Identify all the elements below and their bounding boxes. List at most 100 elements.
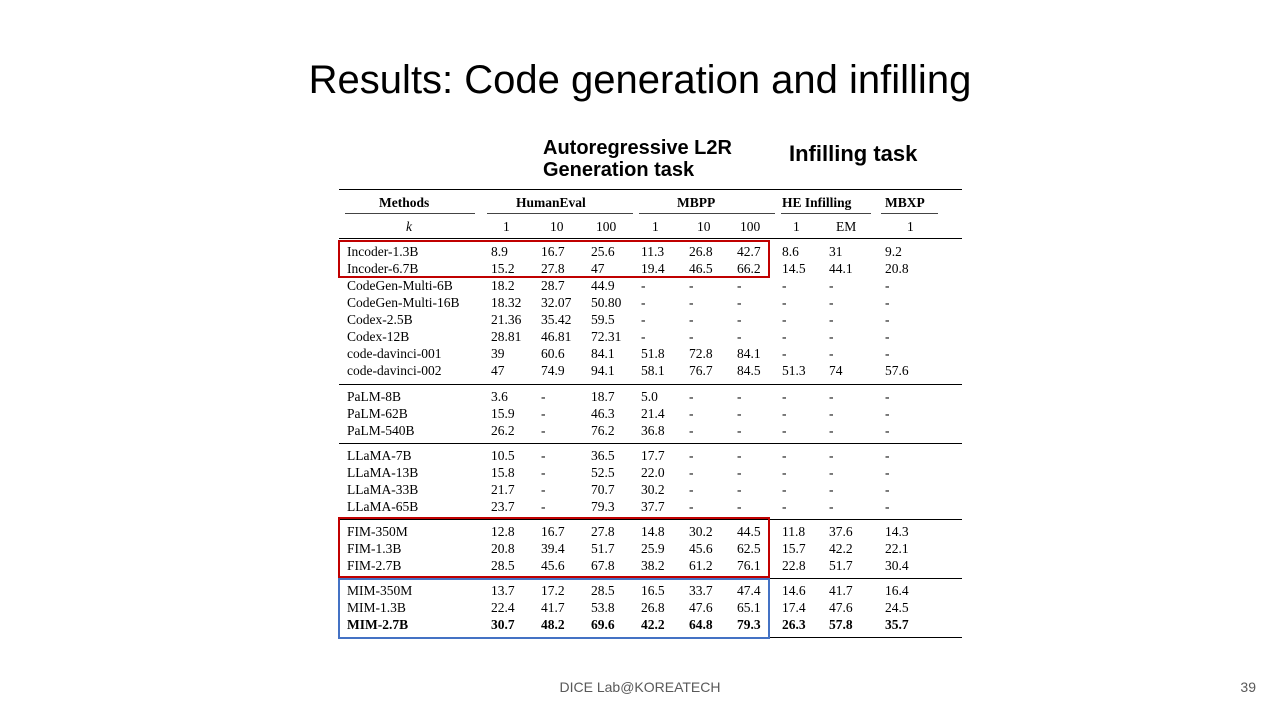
score-cell: 3.6 (491, 389, 508, 404)
score-cell: 8.6 (782, 244, 799, 259)
method-name: Codex-2.5B (347, 312, 413, 327)
score-cell: 51.8 (641, 346, 665, 361)
score-cell: 15.9 (491, 406, 515, 421)
method-name: LLaMA-13B (347, 465, 419, 480)
score-cell: - (829, 278, 834, 293)
method-name: MIM-2.7B (347, 617, 409, 632)
score-cell: 47 (591, 261, 605, 276)
method-name: FIM-2.7B (347, 558, 402, 573)
k-value: 100 (740, 219, 761, 234)
score-cell: 14.8 (641, 524, 665, 539)
score-cell: 25.9 (641, 541, 665, 556)
score-cell: - (782, 499, 787, 514)
method-name: LLaMA-7B (347, 448, 412, 463)
method-name: MIM-1.3B (347, 600, 406, 615)
score-cell: - (885, 448, 890, 463)
score-cell: 94.1 (591, 363, 615, 378)
slide-title: Results: Code generation and infilling (308, 58, 972, 102)
k-value: 10 (550, 219, 564, 234)
annotation-line-2: Generation task (543, 159, 695, 181)
method-name: MIM-350M (347, 583, 413, 598)
score-cell: 50.80 (591, 295, 622, 310)
score-cell: 15.2 (491, 261, 515, 276)
k-value: 1 (503, 219, 510, 234)
method-name: CodeGen-Multi-6B (347, 278, 453, 293)
incoder-highlight-box (338, 240, 770, 278)
score-cell: 79.3 (591, 499, 615, 514)
score-cell: 76.7 (689, 363, 713, 378)
score-cell: 42.2 (829, 541, 853, 556)
score-cell: 42.2 (641, 617, 665, 632)
score-cell: 51.7 (829, 558, 853, 573)
k-value: 10 (697, 219, 711, 234)
group-divider (339, 384, 962, 385)
score-cell: 22.8 (782, 558, 806, 573)
k-label: k (406, 219, 412, 234)
group-divider (339, 519, 962, 520)
mbxp-cmidrule (881, 213, 938, 214)
score-cell: 42.7 (737, 244, 761, 259)
score-cell: 84.5 (737, 363, 761, 378)
score-cell: - (737, 278, 742, 293)
table-top-rule (339, 189, 962, 190)
score-cell: 36.8 (641, 423, 665, 438)
score-cell: 16.5 (641, 583, 665, 598)
score-cell: - (737, 329, 742, 344)
score-cell: 27.8 (541, 261, 565, 276)
score-cell: 8.9 (491, 244, 508, 259)
score-cell: 74 (829, 363, 843, 378)
score-cell: 28.5 (591, 583, 615, 598)
score-cell: 25.6 (591, 244, 615, 259)
score-cell: 22.1 (885, 541, 909, 556)
score-cell: 72.8 (689, 346, 713, 361)
footer-label: DICE Lab@KOREATECH (559, 679, 721, 695)
score-cell: - (829, 389, 834, 404)
score-cell: - (737, 448, 742, 463)
score-cell: 9.2 (885, 244, 902, 259)
score-cell: 36.5 (591, 448, 615, 463)
score-cell: 79.3 (737, 617, 761, 632)
score-cell: 38.2 (641, 558, 665, 573)
score-cell: 30.7 (491, 617, 515, 632)
score-cell: 35.7 (885, 617, 909, 632)
score-cell: 21.36 (491, 312, 522, 327)
score-cell: 84.1 (591, 346, 615, 361)
score-cell: 44.9 (591, 278, 615, 293)
column-group-header: MBXP (885, 195, 925, 210)
score-cell: 16.7 (541, 244, 565, 259)
score-cell: 44.1 (829, 261, 853, 276)
score-cell: 39 (491, 346, 505, 361)
score-cell: - (737, 406, 742, 421)
score-cell: - (737, 465, 742, 480)
score-cell: 64.8 (689, 617, 713, 632)
score-cell: - (885, 406, 890, 421)
score-cell: - (689, 295, 694, 310)
method-name: code-davinci-002 (347, 363, 442, 378)
score-cell: - (541, 423, 546, 438)
score-cell: - (829, 406, 834, 421)
score-cell: 26.3 (782, 617, 806, 632)
score-cell: 84.1 (737, 346, 761, 361)
score-cell: 46.3 (591, 406, 615, 421)
score-cell: 57.6 (885, 363, 909, 378)
score-cell: - (641, 312, 646, 327)
score-cell: 30.2 (689, 524, 713, 539)
score-cell: - (829, 482, 834, 497)
annotation-line-1: Autoregressive L2R (543, 137, 732, 159)
score-cell: 45.6 (689, 541, 713, 556)
score-cell: 67.8 (591, 558, 615, 573)
score-cell: - (689, 278, 694, 293)
score-cell: - (782, 346, 787, 361)
score-cell: 24.5 (885, 600, 909, 615)
score-cell: - (689, 329, 694, 344)
score-cell: - (737, 423, 742, 438)
score-cell: 72.31 (591, 329, 622, 344)
score-cell: - (541, 465, 546, 480)
score-cell: - (541, 389, 546, 404)
score-cell: 41.7 (829, 583, 853, 598)
he-infilling-cmidrule (781, 213, 871, 214)
score-cell: 33.7 (689, 583, 713, 598)
score-cell: - (885, 329, 890, 344)
score-cell: 66.2 (737, 261, 761, 276)
score-cell: - (737, 312, 742, 327)
